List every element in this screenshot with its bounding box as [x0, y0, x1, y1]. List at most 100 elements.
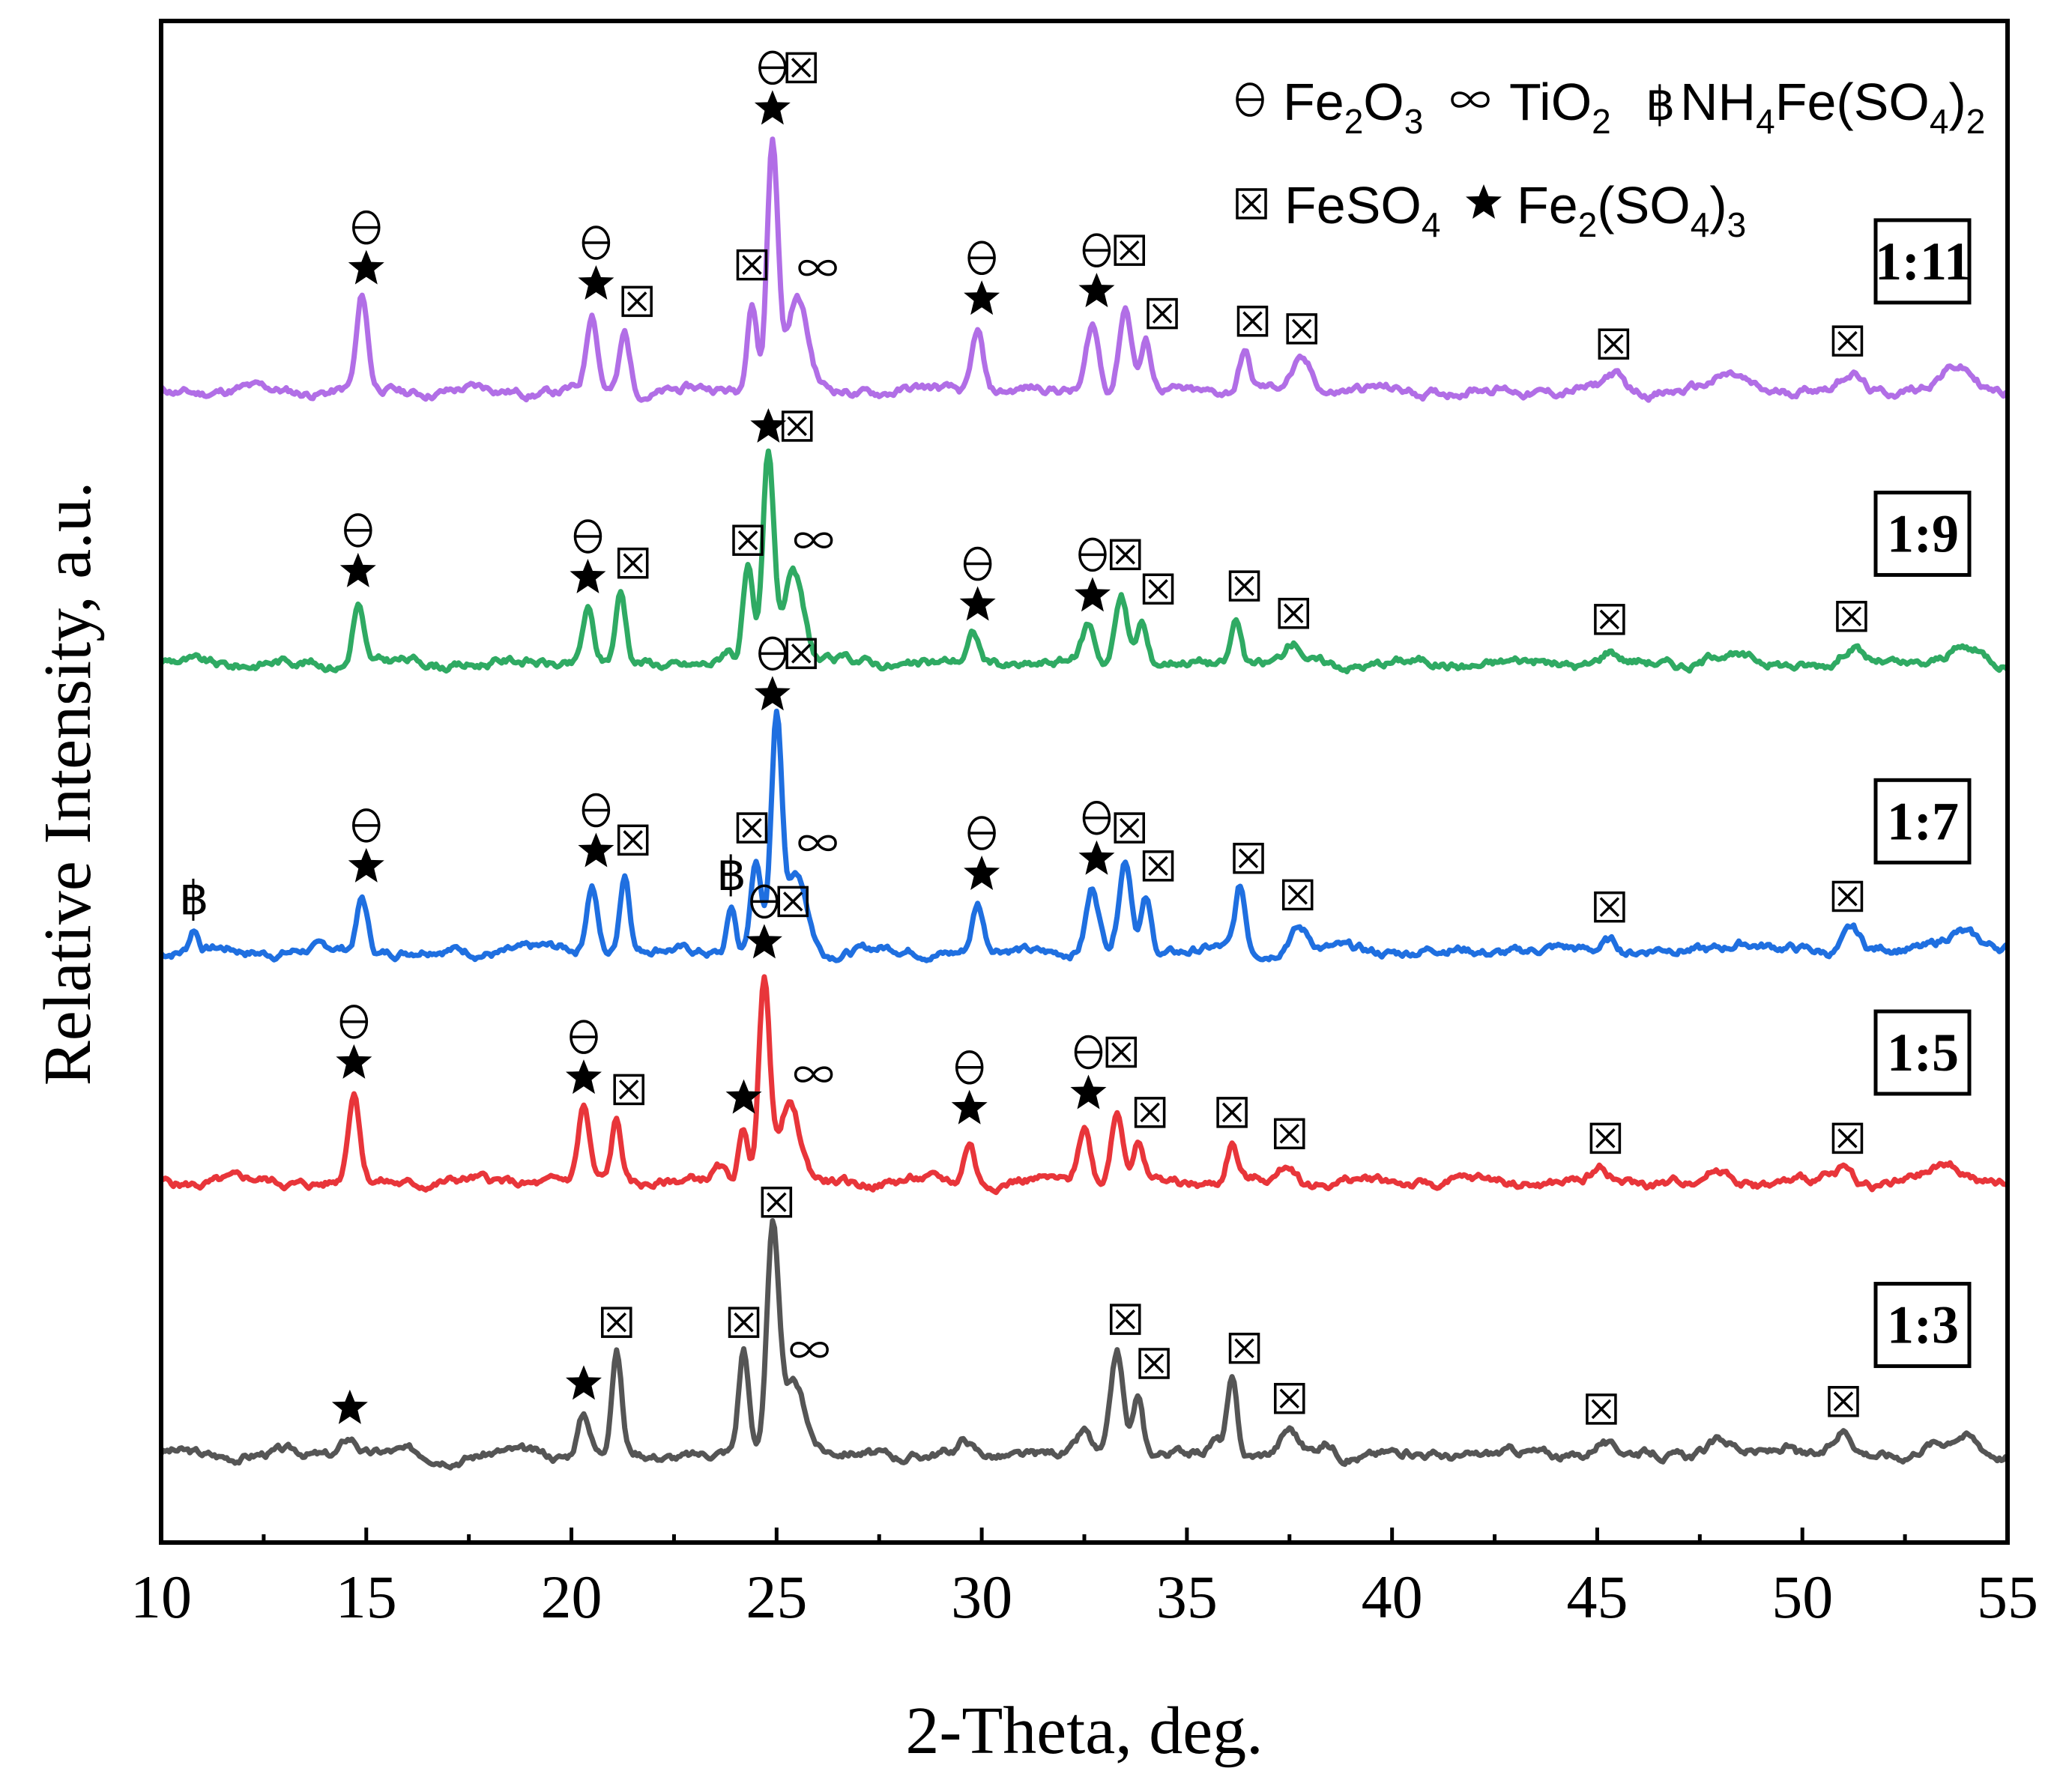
- star-icon: [578, 264, 614, 300]
- legend-infinity-icon: [1451, 91, 1490, 108]
- box-icon: [728, 1307, 760, 1338]
- box-icon: [1228, 1332, 1260, 1364]
- box-icon: [1831, 880, 1864, 912]
- star-icon: [959, 586, 996, 621]
- star-icon: [348, 847, 384, 883]
- legend-tio2-label: TiO2: [1509, 73, 1611, 141]
- box-icon: [1228, 570, 1260, 602]
- box-icon: [1142, 850, 1174, 882]
- box-icon: [1274, 1118, 1305, 1150]
- theta-icon: [582, 793, 611, 828]
- box-icon: [1216, 1097, 1248, 1128]
- theta-icon: [1082, 800, 1111, 835]
- box-icon: [1828, 1386, 1859, 1417]
- series-label-box: [1873, 778, 1972, 865]
- theta-icon: [967, 240, 996, 276]
- star-icon: [565, 1059, 602, 1095]
- series-label: 1:7: [1887, 791, 1959, 851]
- star-icon: [964, 856, 1000, 891]
- star-icon: [754, 676, 791, 711]
- ratio-label-layer: 1:3 1:5 1:7 1:9 1:11: [1873, 218, 1972, 1369]
- box-icon: [621, 285, 653, 318]
- box-icon: [617, 547, 649, 579]
- theta-icon: [758, 50, 787, 85]
- star-icon: [1078, 840, 1115, 875]
- x-tick-label: 15: [336, 1563, 397, 1631]
- box-icon: [1236, 306, 1269, 337]
- x-tick-label: 45: [1566, 1563, 1628, 1631]
- box-icon: [1278, 597, 1310, 629]
- box-icon: [1589, 1122, 1622, 1154]
- star-icon: [754, 90, 791, 125]
- box-icon: [736, 812, 768, 844]
- x-axis-label: 2-Theta, deg.: [905, 1694, 1263, 1768]
- star-icon: [331, 1389, 368, 1424]
- x-tick-label: 30: [951, 1563, 1012, 1631]
- box-icon: [1110, 539, 1141, 571]
- box-icon: [1286, 313, 1317, 345]
- box-icon: [1274, 1382, 1305, 1414]
- star-icon: [964, 280, 1000, 315]
- theta-icon: [963, 546, 992, 581]
- box-icon: [1831, 325, 1864, 357]
- infinity-icon: [794, 532, 833, 548]
- star-icon: [348, 249, 384, 285]
- legend-nh4feso42-label: NH4Fe(SO4)2: [1680, 73, 1985, 141]
- star-icon: [1074, 577, 1111, 612]
- series-line: [159, 448, 2010, 675]
- box-icon: [617, 824, 649, 856]
- star-icon: [336, 1044, 372, 1079]
- star-icon: [951, 1089, 988, 1124]
- theta-icon: [1078, 537, 1107, 572]
- series-label: 1:5: [1887, 1023, 1959, 1083]
- infinity-icon: [798, 835, 837, 852]
- x-tick-label: 55: [1977, 1563, 2038, 1631]
- legend-baht-icon: ฿: [1646, 79, 1675, 130]
- box-icon: [761, 1186, 793, 1218]
- series-label: 1:3: [1887, 1295, 1959, 1355]
- y-axis-label: Relative Intensity, a.u.: [31, 482, 105, 1086]
- box-icon: [1114, 812, 1145, 844]
- box-icon: [613, 1074, 644, 1106]
- box-icon: [736, 249, 768, 281]
- baht-icon: ฿: [179, 874, 208, 925]
- infinity-icon: [794, 1066, 833, 1083]
- box-icon: [732, 524, 764, 556]
- star-icon: [750, 408, 787, 443]
- series-label: 1:11: [1875, 231, 1971, 291]
- series-label: 1:9: [1887, 503, 1959, 563]
- star-icon: [1078, 273, 1115, 308]
- infinity-icon: [798, 259, 837, 276]
- box-icon: [1831, 1122, 1864, 1154]
- star-icon: [578, 832, 614, 868]
- theta-icon: [570, 1020, 598, 1054]
- legend-row-2: FeSO4 Fe2(SO4)3: [1236, 176, 1746, 244]
- star-icon: [565, 1365, 602, 1400]
- series-line: [159, 708, 2009, 963]
- legend-row-1: Fe2O3 TiO2 ฿ NH4Fe(SO4)2: [1236, 73, 1985, 141]
- theta-icon: [573, 519, 602, 554]
- star-icon: [339, 552, 376, 587]
- legend-theta-icon: [1236, 82, 1264, 117]
- star-icon: [1070, 1074, 1107, 1110]
- legend-box-icon: [1236, 188, 1267, 220]
- x-tick-label: 25: [746, 1563, 807, 1631]
- series-line: [159, 136, 2010, 403]
- theta-icon: [1082, 233, 1111, 267]
- series-label-box: [1873, 490, 1972, 577]
- box-icon: [1105, 1036, 1138, 1068]
- series-line: [159, 1218, 2009, 1471]
- infinity-icon: [790, 1341, 829, 1358]
- baht-icon: ฿: [716, 849, 746, 900]
- series-label-box: [1873, 218, 1972, 305]
- box-icon: [1586, 1393, 1617, 1425]
- star-icon: [570, 558, 606, 593]
- x-axis: 10 15 20 25 30 35 40 45 50 55: [130, 1528, 2038, 1631]
- box-icon: [1598, 328, 1630, 360]
- x-tick-label: 35: [1156, 1563, 1218, 1631]
- box-icon: [1114, 234, 1145, 266]
- box-icon: [1594, 891, 1625, 923]
- theta-icon: [352, 210, 381, 245]
- theta-icon: [352, 808, 381, 843]
- box-icon: [1134, 1097, 1166, 1128]
